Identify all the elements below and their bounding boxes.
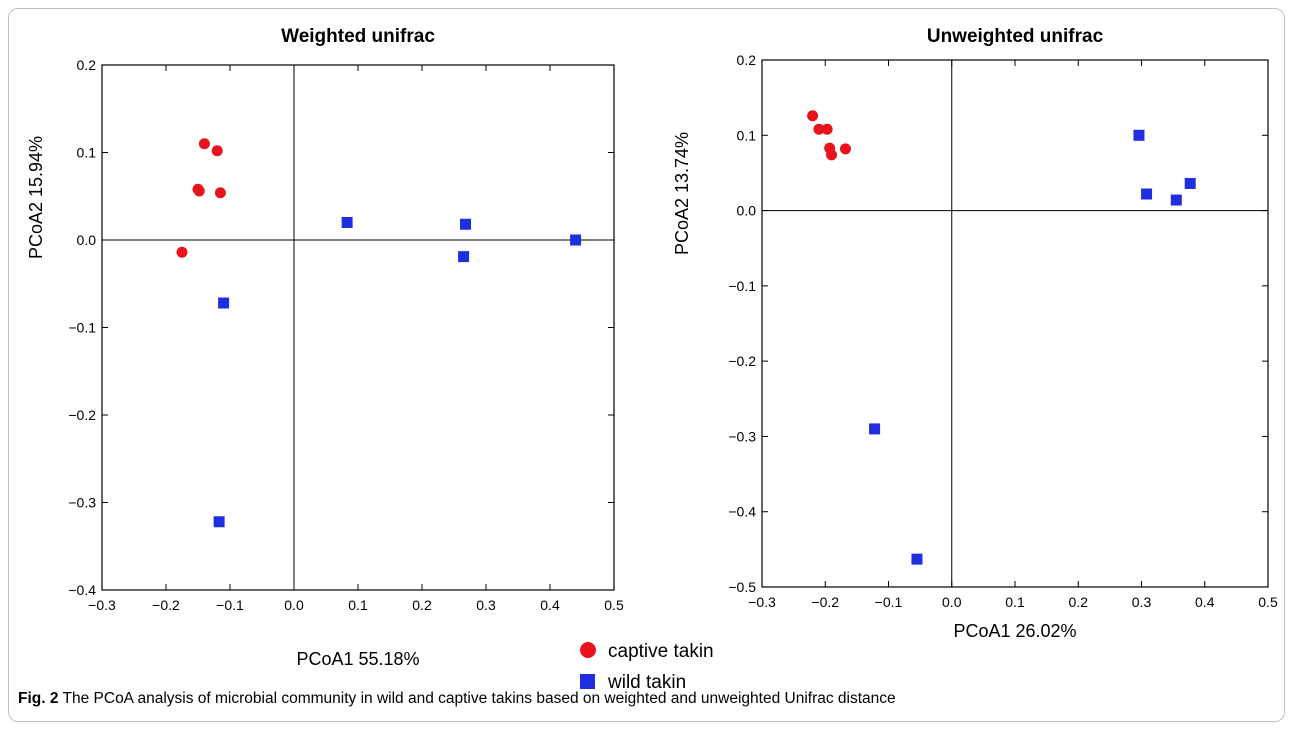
figure-caption: Fig. 2 The PCoA analysis of microbial co… xyxy=(18,690,896,708)
point-wild-takin xyxy=(1170,194,1182,206)
y-tick-label: 0.0 xyxy=(737,203,757,219)
x-tick-label: 0.2 xyxy=(1069,594,1089,610)
y-tick-label: −0.3 xyxy=(68,495,96,511)
x-tick-label: 0.2 xyxy=(412,597,432,613)
x-tick-label: 0.5 xyxy=(1258,594,1278,610)
point-wild-takin xyxy=(570,234,582,246)
point-captive-takin xyxy=(813,123,825,135)
point-wild-takin xyxy=(213,516,225,528)
legend-label-wild: wild takin xyxy=(607,672,686,693)
y-tick-label: −0.2 xyxy=(68,407,96,423)
legend-circle-marker xyxy=(580,642,596,658)
x-tick-label: −0.1 xyxy=(216,597,244,613)
x-axis-label: PCoA1 55.18% xyxy=(296,649,419,669)
chart-weighted-unifrac: −0.3 −0.2 −0.1 0.0 0.1 0.2 0.3 0.4 0.5 0.2 0.1 0.0 −… xyxy=(26,26,624,669)
y-tick-label: 0.1 xyxy=(737,127,757,143)
y-tick-label: −0.3 xyxy=(728,428,756,444)
point-wild-takin xyxy=(460,218,472,230)
x-tick-label: 0.0 xyxy=(942,594,962,610)
x-tick-label: −0.2 xyxy=(811,594,839,610)
x-axis-label: PCoA1 26.02% xyxy=(953,621,1076,641)
caption-label: Fig. 2 xyxy=(18,690,59,707)
point-captive-takin xyxy=(211,145,223,157)
point-wild-takin xyxy=(458,251,470,263)
x-tick-label: −0.2 xyxy=(152,597,180,613)
y-axis-label: PCoA2 15.94% xyxy=(26,136,46,259)
figure-frame xyxy=(8,8,1285,722)
legend: captive takin wild takin xyxy=(580,641,714,693)
point-captive-takin xyxy=(198,138,210,150)
y-tick-label: 0.1 xyxy=(77,145,97,161)
x-tick-label: 0.5 xyxy=(604,597,624,613)
point-wild-takin xyxy=(1184,177,1196,189)
plot-frame xyxy=(101,64,615,591)
x-tick-label: 0.3 xyxy=(476,597,496,613)
x-tick-label: 0.4 xyxy=(1195,594,1215,610)
x-tick-label: −0.3 xyxy=(748,594,776,610)
y-axis-label: PCoA2 13.74% xyxy=(672,132,692,255)
y-tick-label: −0.1 xyxy=(68,320,96,336)
point-captive-takin xyxy=(821,123,833,135)
point-wild-takin xyxy=(1141,188,1153,200)
x-tick-label: 0.0 xyxy=(284,597,304,613)
y-tick-label: −0.5 xyxy=(728,579,756,595)
y-tick-label: −0.4 xyxy=(68,582,96,598)
legend-item-captive: captive takin xyxy=(580,641,714,662)
legend-item-wild: wild takin xyxy=(580,672,686,693)
x-tick-label: 0.1 xyxy=(348,597,368,613)
y-tick-label: 0.2 xyxy=(737,52,757,68)
legend-label-captive: captive takin xyxy=(608,641,714,662)
point-captive-takin xyxy=(839,143,851,155)
point-wild-takin xyxy=(911,553,923,565)
x-tick-label: 0.4 xyxy=(540,597,560,613)
chart-title: Unweighted unifrac xyxy=(927,26,1104,47)
y-tick-label: 0.0 xyxy=(77,232,97,248)
x-tick-label: 0.1 xyxy=(1005,594,1025,610)
point-captive-takin xyxy=(214,187,226,199)
x-tick-label: −0.3 xyxy=(88,597,116,613)
x-tick-label: 0.3 xyxy=(1132,594,1152,610)
legend-square-marker xyxy=(580,674,595,689)
chart-title: Weighted unifrac xyxy=(281,26,435,47)
point-wild-takin xyxy=(1133,129,1145,141)
point-captive-takin xyxy=(176,246,188,258)
x-tick-label: −0.1 xyxy=(875,594,903,610)
chart-unweighted-unifrac: −0.3 −0.2 −0.1 0.0 0.1 0.2 0.3 0.4 0.5 0.2 0.1 0.0 −… xyxy=(672,26,1278,641)
plot-frame xyxy=(761,59,1269,588)
y-tick-label: −0.2 xyxy=(728,353,756,369)
point-captive-takin xyxy=(826,149,838,161)
caption-text: The PCoA analysis of microbial community… xyxy=(62,690,896,707)
point-captive-takin xyxy=(193,185,205,197)
y-tick-label: −0.1 xyxy=(728,278,756,294)
y-tick-label: −0.4 xyxy=(728,504,756,520)
point-captive-takin xyxy=(807,110,819,122)
y-tick-label: 0.2 xyxy=(77,57,97,73)
point-wild-takin xyxy=(341,217,353,228)
point-wild-takin xyxy=(218,297,230,309)
point-wild-takin xyxy=(869,423,881,435)
